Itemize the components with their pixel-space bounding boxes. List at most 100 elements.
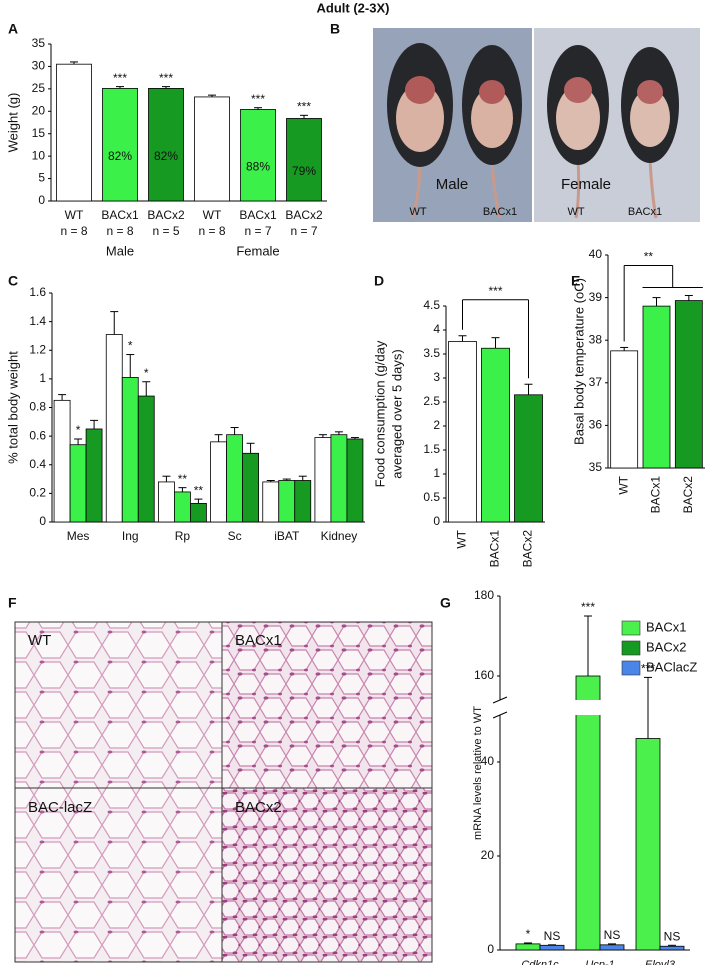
x-tick-label: Rp: [175, 529, 191, 543]
bar: [515, 943, 541, 951]
bar: [642, 305, 671, 469]
histology-label: BAC-lacZ: [28, 799, 92, 816]
bar: [346, 438, 364, 523]
mouse: [621, 47, 679, 219]
significance-label: ***: [581, 600, 595, 614]
y-tick-label: 4.5: [423, 298, 440, 312]
y-tick-label: 0: [38, 193, 45, 207]
photo-panel: B Male WT BACx1 F: [330, 21, 700, 222]
y-tick-label: 0.5: [423, 490, 440, 504]
histology-label: BACx1: [235, 632, 282, 649]
bar: [635, 738, 661, 951]
sample-size-label: n = 8: [60, 224, 87, 238]
y-axis-label: mRNA levels relative to WT: [472, 706, 484, 840]
y-tick-label: 1.6: [29, 285, 46, 299]
photo-label: Female: [561, 176, 611, 193]
y-tick-label: 4: [433, 322, 440, 336]
bar-inner-label: 88%: [246, 159, 270, 173]
bar: [278, 480, 296, 523]
histology-image: [222, 788, 432, 962]
y-tick-label: 5: [38, 171, 45, 185]
group-label: Female: [236, 243, 279, 258]
y-tick-label: 160: [474, 668, 494, 682]
axis-break-gap: [494, 700, 506, 715]
y-tick-label: 40: [481, 754, 495, 768]
axis-break-gap: [575, 700, 601, 715]
bar: [148, 88, 184, 202]
sample-size-label: n = 8: [106, 224, 133, 238]
x-tick-label: BACx1: [239, 208, 277, 222]
sample-size-label: n = 5: [152, 224, 179, 238]
x-tick-label: BACx2: [147, 208, 185, 222]
bar: [481, 347, 510, 523]
photo-label: WT: [567, 206, 584, 218]
bar: [226, 434, 243, 523]
group-label: Male: [106, 243, 134, 258]
y-tick-label: 0.2: [29, 486, 46, 500]
y-tick-label: 15: [32, 126, 46, 140]
bar: [105, 334, 123, 523]
y-tick-label: 0: [433, 514, 440, 528]
panel-label: E: [571, 273, 580, 289]
bar-inner-label: 82%: [154, 149, 178, 163]
figure-title: Adult (2-3X): [317, 0, 390, 15]
panel-label: G: [440, 595, 451, 611]
significance-label: NS: [664, 929, 681, 943]
histology-image: [15, 622, 222, 788]
y-tick-label: 20: [32, 103, 46, 117]
y-axis-label: Food consumption (g/day: [372, 340, 387, 487]
bar: [194, 96, 230, 202]
y-axis-label: % total body weight: [5, 351, 20, 464]
histology-frame: [14, 621, 433, 963]
y-tick-label: 38: [589, 332, 603, 346]
mouse: [547, 45, 609, 219]
y-tick-label: 0.8: [29, 400, 46, 414]
bracket-label: **: [644, 250, 654, 264]
x-tick-label: BACx2: [285, 208, 323, 222]
y-tick-label: 0.6: [29, 428, 46, 442]
significance-label: NS: [544, 929, 561, 943]
y-tick-label: 1.2: [29, 342, 46, 356]
bar: [610, 350, 639, 469]
legend-swatch: [621, 660, 641, 676]
x-tick-label: BACx1: [101, 208, 139, 222]
significance-label: *: [128, 339, 133, 353]
bar: [69, 444, 87, 523]
bracket-label: ***: [488, 284, 502, 298]
bar: [158, 481, 175, 523]
x-tick-label: Mes: [67, 529, 90, 543]
bar: [137, 395, 155, 523]
y-tick-label: 1.4: [29, 314, 46, 328]
y-tick-label: 10: [32, 148, 46, 162]
significance-label: *: [144, 366, 149, 380]
x-tick-label: Kidney: [321, 529, 358, 543]
bar: [210, 441, 227, 523]
panel-label: B: [330, 21, 340, 37]
y-tick-label: 25: [32, 81, 46, 95]
bar: [174, 491, 191, 523]
significance-label: **: [178, 472, 188, 486]
bar: [53, 399, 71, 523]
x-tick-label: BACx1: [488, 530, 502, 568]
legend-label: BACx1: [646, 619, 686, 634]
y-axis-label: averaged over 5 days): [389, 349, 404, 478]
y-tick-label: 3.5: [423, 346, 440, 360]
panel-label: D: [374, 273, 384, 289]
y-tick-label: 30: [32, 59, 46, 73]
bar: [659, 945, 685, 951]
y-tick-label: 0: [39, 514, 46, 528]
axis-break-mark: [492, 696, 508, 704]
bar-inner-label: 79%: [292, 164, 316, 178]
x-tick-label: Ucp-1: [585, 959, 614, 965]
x-tick-label: Ing: [122, 529, 139, 543]
significance-label: **: [194, 483, 204, 497]
bar: [330, 434, 348, 523]
y-tick-label: 0.4: [29, 457, 46, 471]
x-tick-label: WT: [65, 208, 84, 222]
legend-swatch: [621, 640, 641, 656]
sample-size-label: n = 8: [198, 224, 225, 238]
photo-label: WT: [409, 206, 426, 218]
y-tick-label: 1: [39, 371, 46, 385]
y-tick-label: 36: [589, 418, 603, 432]
